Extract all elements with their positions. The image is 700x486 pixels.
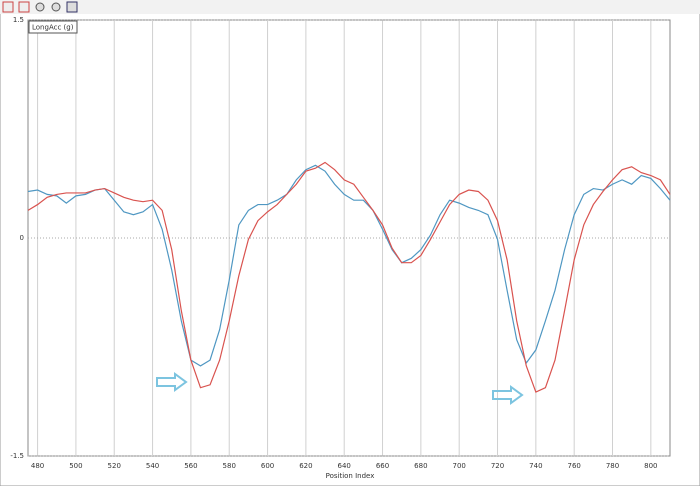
x-tick-label: 680: [414, 462, 427, 470]
x-tick-label: 760: [567, 462, 580, 470]
arrow: [156, 372, 524, 405]
fit-button[interactable]: [66, 1, 78, 13]
x-tick-label: 740: [529, 462, 542, 470]
y-tick-label: 1.5: [13, 16, 24, 24]
x-tick-label: 580: [223, 462, 236, 470]
series-line: [27, 164, 671, 367]
arrow-shape: [156, 372, 188, 392]
series-line: [27, 161, 671, 393]
tool-button[interactable]: [18, 1, 30, 13]
x-tick-label: 640: [338, 462, 351, 470]
toolbar-bg: [0, 0, 700, 14]
y-axis-label: LongAcc (g): [32, 24, 74, 32]
x-tick-label: 480: [31, 462, 44, 470]
zoom-out-button[interactable]: [51, 2, 61, 12]
x-tick-label: 700: [453, 462, 466, 470]
x-tick-label: 600: [261, 462, 274, 470]
x-tick-label: 500: [69, 462, 82, 470]
arrow-shape: [492, 385, 524, 405]
x-tick-label: 720: [491, 462, 504, 470]
x-axis-label: Position Index: [326, 472, 375, 480]
zoom-in-button[interactable]: [35, 2, 45, 12]
y-tick-label: -1.5: [10, 452, 24, 460]
x-tick-label: 620: [299, 462, 312, 470]
y-tick-label: 0: [20, 234, 24, 242]
tool-button[interactable]: [2, 1, 14, 13]
x-tick-label: 660: [376, 462, 389, 470]
y-label-box: [28, 20, 78, 34]
toolbar: [0, 0, 700, 14]
x-tick-label: 800: [644, 462, 657, 470]
x-tick-label: 540: [146, 462, 159, 470]
grid: [28, 19, 670, 457]
x-tick-label: 520: [108, 462, 121, 470]
x-tick-label: 780: [606, 462, 619, 470]
x-tick-label: 560: [184, 462, 197, 470]
lines: [27, 161, 671, 393]
